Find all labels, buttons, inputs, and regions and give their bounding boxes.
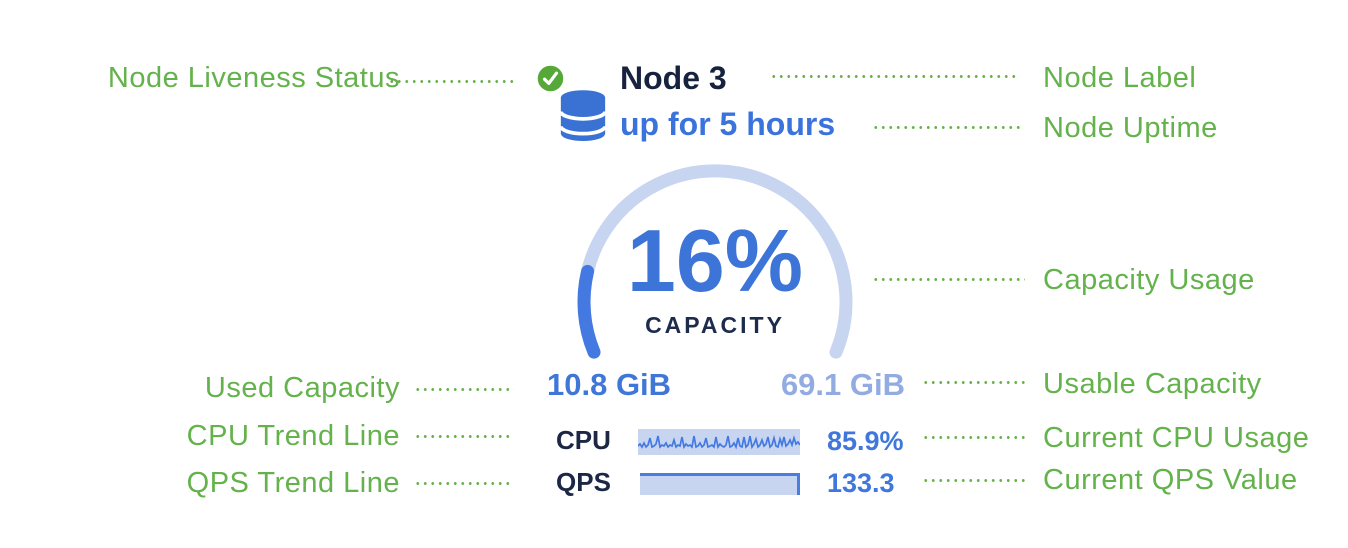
dotted-connector <box>388 80 516 83</box>
capacity-usage-percent: 16% <box>626 211 804 310</box>
dotted-connector <box>872 278 1025 281</box>
annotation-node-uptime: Node Uptime <box>1043 112 1218 144</box>
database-icon <box>559 90 607 141</box>
dotted-connector <box>922 381 1025 384</box>
current-qps-value: 133.3 <box>827 468 895 498</box>
annotation-qps-trend-line: QPS Trend Line <box>186 467 400 499</box>
dotted-connector <box>922 479 1025 482</box>
cpu-metric-label: CPU <box>556 425 611 455</box>
annotation-current-qps-value: Current QPS Value <box>1043 464 1298 496</box>
annotation-usable-capacity: Usable Capacity <box>1043 368 1262 400</box>
annotation-current-cpu-usage: Current CPU Usage <box>1043 422 1310 454</box>
used-capacity-value: 10.8 GiB <box>547 367 672 402</box>
node-card[interactable]: Node 3 up for 5 hours 16% CAPACITY 10.8 … <box>530 58 920 498</box>
usable-capacity-value: 69.1 GiB <box>780 367 905 402</box>
annotation-node-label: Node Label <box>1043 62 1197 94</box>
qps-metric-label: QPS <box>556 467 611 497</box>
cpu-trend-sparkline <box>638 429 800 455</box>
dotted-connector <box>414 482 510 485</box>
dotted-connector <box>770 75 1020 78</box>
annotation-node-liveness-status: Node Liveness Status <box>107 62 400 94</box>
dotted-connector <box>872 126 1020 129</box>
dotted-connector <box>922 436 1025 439</box>
annotation-cpu-trend-line: CPU Trend Line <box>186 420 400 452</box>
capacity-gauge-label: CAPACITY <box>645 312 785 338</box>
node-label: Node 3 <box>620 60 727 96</box>
dotted-connector <box>414 388 514 391</box>
annotation-used-capacity: Used Capacity <box>204 372 400 404</box>
node-uptime: up for 5 hours <box>620 106 836 142</box>
qps-trend-area <box>640 473 800 495</box>
check-circle-icon <box>535 63 566 94</box>
annotation-capacity-usage: Capacity Usage <box>1043 264 1255 296</box>
dotted-connector <box>414 435 510 438</box>
current-cpu-usage-value: 85.9% <box>827 426 904 456</box>
capacity-gauge-arc <box>577 164 853 359</box>
